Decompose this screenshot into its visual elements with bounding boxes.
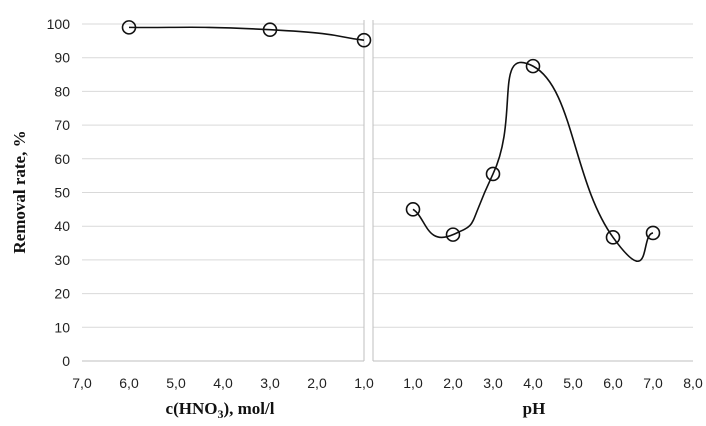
right-data-point: [605, 230, 621, 245]
left-x-axis-title-rest: ), mol/l: [223, 399, 274, 418]
left-series: [121, 20, 372, 48]
left-data-point: [356, 32, 372, 48]
left-x-axis-title: c(HNO3), mol/l: [166, 399, 275, 421]
left-x-tick-labels: 7,0 6,0 5,0 4,0 3,0 2,0 1,0: [72, 375, 374, 391]
right-data-point: [405, 202, 421, 217]
right-data-point: [645, 225, 661, 241]
left-x-tick-label: 4,0: [213, 375, 233, 391]
right-series: [405, 58, 661, 263]
y-tick-label: 70: [54, 117, 70, 133]
y-tick-label: 0: [62, 353, 70, 369]
left-y-tick-labels: 0 10 20 30 40 50 60 70 80 90 100: [47, 16, 71, 369]
right-x-tick-label: 6,0: [603, 375, 623, 391]
right-x-tick-label: 2,0: [443, 375, 463, 391]
y-tick-label: 10: [54, 319, 70, 335]
right-x-tick-label: 3,0: [483, 375, 503, 391]
y-tick-label: 50: [54, 185, 70, 201]
y-axis-title: Removal rate, %: [10, 130, 29, 253]
left-x-tick-label: 6,0: [119, 375, 139, 391]
left-data-point: [121, 20, 137, 35]
y-tick-label: 40: [54, 218, 70, 234]
right-data-point: [525, 58, 541, 74]
right-data-point: [485, 166, 501, 182]
left-x-tick-label: 2,0: [307, 375, 327, 391]
right-series-line: [412, 61, 654, 263]
right-x-axis-title: pH: [523, 399, 546, 418]
left-gridlines: [82, 20, 365, 362]
right-panel: 1,0 2,0 3,0 4,0 5,0 6,0 7,0 8,0: [372, 20, 703, 391]
left-series-line: [128, 26, 365, 41]
left-x-axis-title-subscript: 3: [217, 407, 223, 421]
right-x-tick-label: 1,0: [403, 375, 423, 391]
right-x-tick-label: 8,0: [683, 375, 703, 391]
left-data-point: [262, 22, 278, 38]
left-x-tick-label: 1,0: [354, 375, 374, 391]
right-x-tick-label: 7,0: [643, 375, 663, 391]
left-x-tick-label: 5,0: [166, 375, 186, 391]
left-x-tick-label: 7,0: [72, 375, 92, 391]
right-x-tick-label: 5,0: [563, 375, 583, 391]
right-x-tick-label: 4,0: [523, 375, 543, 391]
right-data-point: [445, 227, 461, 242]
left-x-axis-title-main: c(HNO: [166, 399, 218, 418]
left-panel: 0 10 20 30 40 50 60 70 80 90 100 7,0 6,0 5,0 4,0 3,0 2,…: [47, 16, 374, 391]
y-tick-label: 90: [54, 50, 70, 66]
right-x-tick-labels: 1,0 2,0 3,0 4,0 5,0 6,0 7,0 8,0: [403, 375, 703, 391]
y-tick-label: 80: [54, 83, 70, 99]
left-x-tick-label: 3,0: [260, 375, 280, 391]
y-tick-label: 60: [54, 151, 70, 167]
y-tick-label: 30: [54, 252, 70, 268]
y-tick-label: 20: [54, 286, 70, 302]
y-tick-label: 100: [47, 16, 71, 32]
